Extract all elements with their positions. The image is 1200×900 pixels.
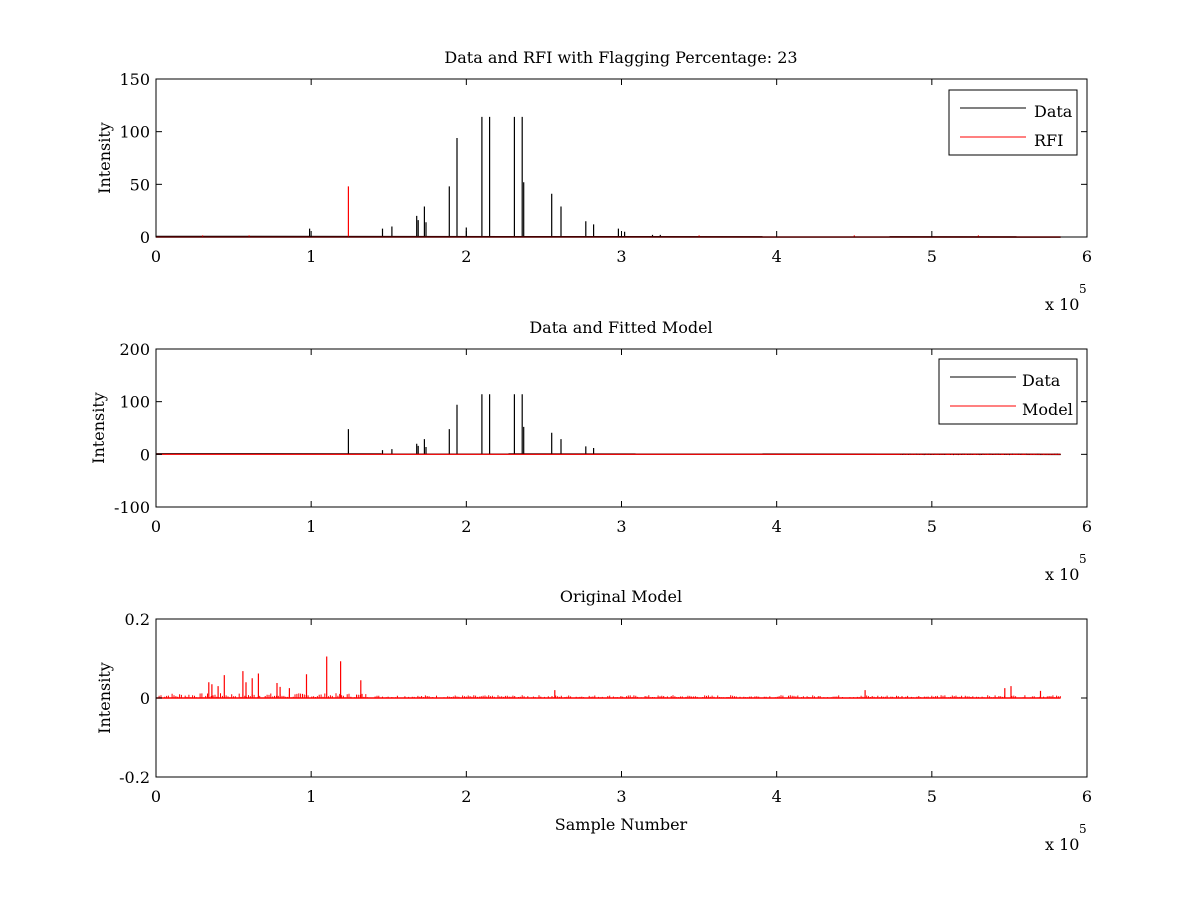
- x-tick-label: 0: [151, 517, 161, 536]
- subplot-1-x-multiplier: x 10: [1045, 295, 1079, 314]
- x-tick-label: 4: [772, 787, 782, 806]
- subplot-1-marks: [155, 116, 1061, 238]
- subplot-2-title: Data and Fitted Model: [529, 318, 712, 337]
- subplot-1-title: Data and RFI with Flagging Percentage: 2…: [444, 48, 797, 67]
- subplot-1-legend-box: [948, 89, 1078, 156]
- x-tick-label: 4: [772, 517, 782, 536]
- y-tick-label: 0: [140, 689, 150, 708]
- x-tick-label: 6: [1082, 787, 1092, 806]
- x-tick-label: 1: [306, 517, 316, 536]
- y-tick-label: 0: [140, 228, 150, 247]
- subplot-3-x-exponent: 5: [1079, 822, 1087, 836]
- x-tick-label: 2: [461, 787, 471, 806]
- subplot-1-axes-box: [155, 78, 1088, 238]
- subplot-3-x-multiplier: x 10: [1045, 835, 1079, 854]
- x-tick-label: 1: [306, 787, 316, 806]
- subplot-1-ylabel: Intensity: [95, 122, 114, 194]
- subplot-3-ticks: 0 1 2 3 4 5 6-0.200.2: [119, 610, 1092, 806]
- x-tick-label: 0: [151, 787, 161, 806]
- y-tick-label: 0: [140, 445, 150, 464]
- subplot-2-axes-box: [155, 348, 1088, 508]
- subplot-1-x-exponent: 5: [1079, 282, 1087, 296]
- x-tick-label: 3: [616, 787, 626, 806]
- y-tick-label: 100: [119, 123, 150, 142]
- series-noise: [158, 693, 1061, 698]
- subplot-1-ticks: 0 1 2 3 4 5 6 0 50 100 150: [119, 70, 1092, 266]
- x-tick-label: 3: [616, 247, 626, 266]
- subplot-model: Data and Fitted Model Intensity 0 1 2 3 4 5 6 -…: [89, 318, 1092, 584]
- x-tick-label: 5: [927, 247, 937, 266]
- y-tick-label: -100: [114, 498, 150, 517]
- x-tick-label: 5: [927, 787, 937, 806]
- y-tick-label: 150: [119, 70, 150, 89]
- y-tick-label: 0.2: [125, 610, 150, 629]
- x-tick-label: 2: [461, 517, 471, 536]
- subplot-3-axes-box: [155, 618, 1088, 778]
- y-tick-label: 200: [119, 340, 150, 359]
- subplot-1-legend-data-label: Data: [1034, 102, 1073, 121]
- subplot-2-x-exponent: 5: [1079, 552, 1087, 566]
- subplot-1-legend-rfi-label: RFI: [1034, 131, 1063, 150]
- subplot-3-ylabel: Intensity: [95, 662, 114, 734]
- y-tick-label: -0.2: [119, 768, 150, 787]
- series-peaks-rfi: [202, 186, 979, 237]
- subplot-2-legend-box: [938, 358, 1078, 425]
- x-tick-label: 6: [1082, 517, 1092, 536]
- x-tick-label: 3: [616, 517, 626, 536]
- y-tick-label: 50: [130, 175, 150, 194]
- subplot-2-legend: Data Model: [938, 358, 1078, 425]
- subplot-2-x-multiplier: x 10: [1045, 565, 1079, 584]
- subplot-3-xlabel: Sample Number: [555, 815, 688, 834]
- subplot-3-title: Original Model: [560, 587, 682, 606]
- subplot-2-legend-data-label: Data: [1022, 371, 1061, 390]
- series-peaks-data: [347, 394, 595, 455]
- x-tick-label: 2: [461, 247, 471, 266]
- x-tick-label: 0: [151, 247, 161, 266]
- series-noise: [900, 453, 1061, 456]
- subplot-1-legend: Data RFI: [948, 89, 1078, 156]
- y-tick-label: 100: [119, 393, 150, 412]
- x-tick-label: 1: [306, 247, 316, 266]
- subplot-2-marks: [155, 394, 1061, 456]
- x-tick-label: 5: [927, 517, 937, 536]
- subplot-3-marks: [156, 656, 1061, 699]
- subplot-original-model: Original Model Intensity 0 1 2 3 4 5 6-0.200.2…: [95, 587, 1092, 854]
- subplot-2-legend-model-label: Model: [1022, 400, 1073, 419]
- subplot-2-ylabel: Intensity: [89, 392, 108, 464]
- subplot-rfi: Data and RFI with Flagging Percentage: 2…: [95, 48, 1092, 314]
- x-tick-label: 4: [772, 247, 782, 266]
- series-peaks-data: [309, 116, 661, 237]
- series-peaks-model: [208, 656, 1042, 698]
- x-tick-label: 6: [1082, 247, 1092, 266]
